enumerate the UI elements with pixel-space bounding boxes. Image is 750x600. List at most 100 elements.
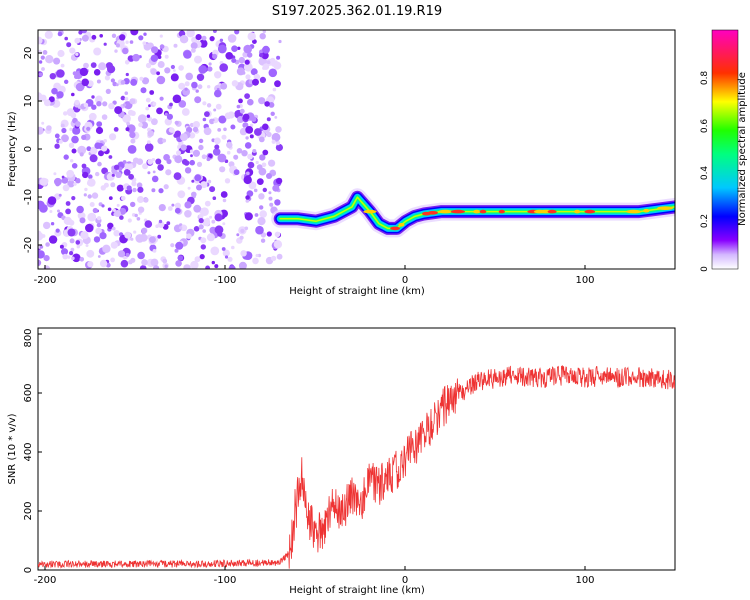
noise-speckle bbox=[98, 150, 104, 157]
noise-speckle bbox=[147, 158, 154, 165]
noise-speckle bbox=[116, 184, 124, 192]
noise-speckle bbox=[268, 191, 272, 195]
noise-speckle bbox=[276, 253, 283, 260]
noise-speckle bbox=[51, 87, 58, 95]
noise-speckle bbox=[207, 66, 213, 72]
noise-speckle bbox=[38, 250, 45, 259]
noise-speckle bbox=[135, 234, 144, 243]
noise-speckle bbox=[255, 225, 264, 235]
signal-hotspot bbox=[498, 209, 505, 214]
noise-speckle bbox=[95, 95, 103, 103]
noise-speckle bbox=[213, 108, 217, 112]
noise-speckle bbox=[195, 89, 199, 93]
y-tick-label: 20 bbox=[23, 47, 34, 60]
noise-speckle bbox=[87, 178, 96, 187]
noise-speckle bbox=[96, 101, 102, 107]
noise-speckle bbox=[40, 55, 45, 60]
noise-speckle bbox=[163, 184, 169, 190]
x-tick-label: -100 bbox=[214, 575, 237, 586]
noise-speckle bbox=[46, 125, 52, 131]
noise-speckle bbox=[109, 133, 117, 141]
noise-speckle bbox=[214, 213, 223, 222]
noise-speckle bbox=[198, 65, 207, 74]
noise-speckle bbox=[96, 121, 103, 127]
x-tick-label: 100 bbox=[575, 575, 594, 586]
noise-speckle bbox=[96, 79, 101, 84]
noise-speckle bbox=[59, 244, 64, 249]
noise-speckle bbox=[157, 221, 165, 228]
noise-speckle bbox=[162, 138, 167, 143]
noise-speckle bbox=[269, 202, 274, 207]
noise-speckle bbox=[164, 67, 171, 74]
noise-speckle bbox=[60, 123, 65, 128]
noise-speckle bbox=[170, 243, 175, 248]
noise-speckle bbox=[245, 125, 254, 134]
noise-speckle bbox=[151, 158, 155, 162]
noise-speckle bbox=[248, 181, 257, 190]
noise-speckle bbox=[79, 217, 86, 224]
noise-speckle bbox=[101, 145, 108, 152]
noise-speckle bbox=[58, 193, 62, 197]
noise-speckle bbox=[121, 195, 126, 201]
noise-speckle bbox=[87, 212, 97, 222]
noise-speckle bbox=[124, 231, 132, 239]
noise-speckle bbox=[247, 98, 254, 106]
noise-speckle bbox=[88, 112, 97, 121]
noise-speckle bbox=[272, 184, 280, 192]
noise-speckle bbox=[185, 72, 193, 81]
noise-speckle bbox=[190, 154, 193, 158]
noise-speckle bbox=[95, 227, 102, 235]
noise-speckle bbox=[90, 62, 97, 68]
noise-speckle bbox=[157, 164, 164, 171]
noise-speckle bbox=[67, 180, 75, 188]
noise-speckle bbox=[95, 171, 100, 177]
noise-speckle bbox=[271, 132, 281, 142]
noise-speckle bbox=[163, 154, 171, 161]
snr-x-axis-title: Height of straight line (km) bbox=[289, 585, 425, 596]
noise-speckle bbox=[88, 174, 93, 179]
y-tick-label: 10 bbox=[23, 95, 34, 108]
noise-speckle bbox=[74, 74, 79, 79]
noise-speckle bbox=[204, 111, 210, 117]
noise-speckle bbox=[274, 116, 278, 119]
noise-speckle bbox=[195, 34, 202, 41]
noise-speckle bbox=[220, 82, 228, 90]
noise-speckle bbox=[41, 121, 45, 125]
noise-speckle bbox=[246, 190, 254, 197]
noise-speckle bbox=[142, 163, 149, 170]
noise-speckle bbox=[186, 30, 195, 38]
noise-speckle bbox=[39, 204, 48, 213]
noise-speckle bbox=[254, 128, 262, 136]
noise-speckle bbox=[260, 238, 266, 243]
noise-speckle bbox=[110, 182, 116, 188]
noise-speckle bbox=[233, 169, 240, 176]
noise-speckle bbox=[119, 34, 126, 41]
noise-speckle bbox=[56, 91, 64, 99]
noise-speckle bbox=[137, 251, 145, 260]
noise-speckle bbox=[197, 84, 203, 90]
noise-speckle bbox=[266, 60, 271, 65]
signal-hotspot bbox=[363, 209, 377, 214]
noise-speckle bbox=[53, 172, 57, 176]
noise-speckle bbox=[69, 47, 76, 54]
noise-speckle bbox=[268, 102, 275, 108]
noise-speckle bbox=[212, 117, 219, 124]
noise-speckle bbox=[202, 117, 207, 122]
noise-speckle bbox=[81, 134, 87, 140]
noise-speckle bbox=[201, 35, 207, 41]
noise-speckle bbox=[253, 188, 258, 193]
noise-speckle bbox=[224, 255, 229, 259]
noise-speckle bbox=[111, 226, 116, 231]
noise-speckle bbox=[75, 178, 81, 184]
y-tick-label: 200 bbox=[23, 501, 34, 520]
noise-speckle bbox=[275, 143, 283, 152]
noise-speckle bbox=[165, 169, 172, 176]
noise-speckle bbox=[209, 36, 215, 42]
noise-speckle bbox=[72, 253, 81, 263]
noise-speckle bbox=[167, 206, 173, 211]
noise-speckle bbox=[74, 37, 81, 44]
noise-speckle bbox=[124, 60, 130, 65]
noise-speckle bbox=[257, 217, 266, 226]
noise-speckle bbox=[103, 42, 107, 46]
noise-speckle bbox=[68, 219, 75, 226]
